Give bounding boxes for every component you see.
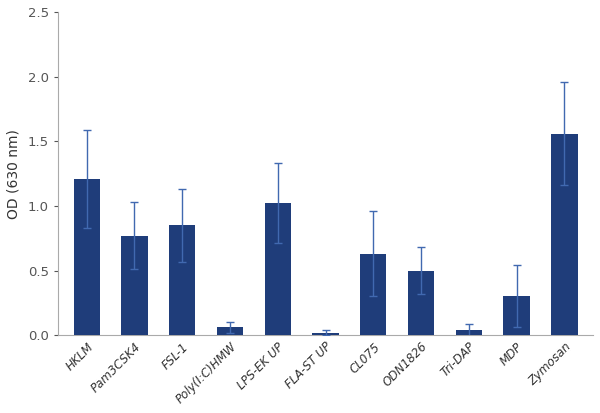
Bar xyxy=(360,254,386,335)
Bar xyxy=(408,271,434,335)
Bar xyxy=(503,297,530,335)
Bar xyxy=(265,203,291,335)
Bar xyxy=(169,225,196,335)
Bar xyxy=(313,332,338,335)
Bar xyxy=(74,179,100,335)
Bar xyxy=(551,133,578,335)
Bar xyxy=(217,328,243,335)
Y-axis label: OD (630 nm): OD (630 nm) xyxy=(7,129,21,218)
Bar xyxy=(121,236,148,335)
Bar xyxy=(456,330,482,335)
